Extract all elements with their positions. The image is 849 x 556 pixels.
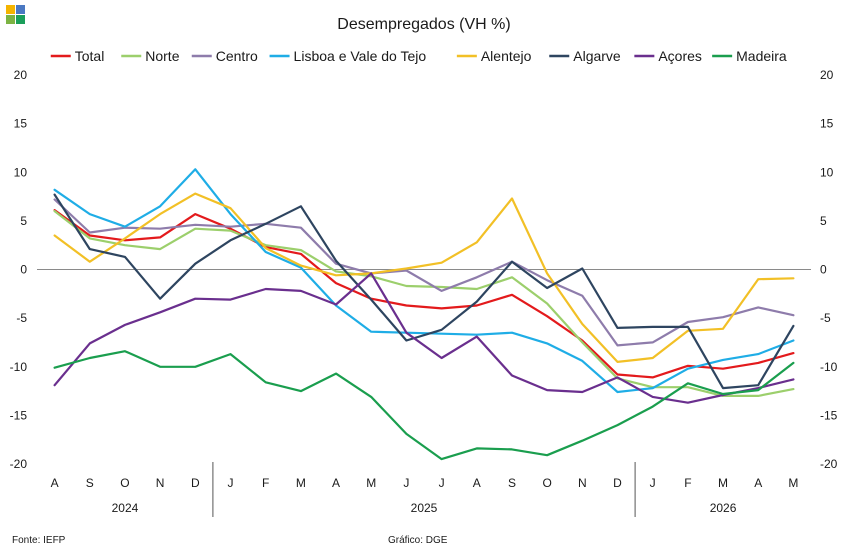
y-tick-label-left: -20 <box>10 457 28 471</box>
legend-label: Algarve <box>573 48 621 64</box>
dge-logo-icon <box>6 5 26 25</box>
y-tick-label-left: -5 <box>16 311 27 325</box>
year-label: 2024 <box>112 501 139 515</box>
x-tick-label: F <box>262 476 269 490</box>
axes: -20 -20 -15 -15 -10 -10 -5 -5 0 0 5 5 10 10 15 15 20 20 <box>10 68 838 471</box>
series-layer <box>53 168 795 461</box>
legend-label: Norte <box>145 48 179 64</box>
x-tick-label: M <box>296 476 306 490</box>
logo-square-4 <box>16 15 25 24</box>
y-tick-label-right: -20 <box>820 457 838 471</box>
y-tick-label-left: 20 <box>14 68 28 82</box>
legend-label: Lisboa e Vale do Tejo <box>294 48 427 64</box>
y-tick-label-left: -15 <box>10 408 28 422</box>
year-label: 2025 <box>411 501 438 515</box>
legend-label: Centro <box>216 48 258 64</box>
y-tick-label-right: 5 <box>820 214 827 228</box>
y-tick-label-left: -10 <box>10 360 28 374</box>
x-tick-label: D <box>613 476 622 490</box>
year-label: 2026 <box>710 501 737 515</box>
y-tick-label-right: -10 <box>820 360 838 374</box>
x-tick-label: M <box>788 476 798 490</box>
x-tick-label: S <box>86 476 94 490</box>
x-axis: A S O N D J F M A M J J A S O N D J F M A M 2024 2025 2026 <box>51 462 798 517</box>
y-tick-label-right: 15 <box>820 117 834 131</box>
y-tick-label-right: 0 <box>820 263 827 277</box>
logo-square-3 <box>6 15 15 24</box>
credit-label: Gráfico: DGE <box>388 535 448 546</box>
y-tick-label-left: 5 <box>20 214 27 228</box>
x-tick-label: A <box>51 476 59 490</box>
logo-square-1 <box>6 5 15 14</box>
x-tick-label: J <box>439 476 445 490</box>
series-line-norte <box>53 210 795 397</box>
legend: Total Norte Centro Lisboa e Vale do Tejo Ale… <box>50 48 787 64</box>
legend-label: Alentejo <box>481 48 532 64</box>
legend-label: Total <box>75 48 105 64</box>
x-tick-label: O <box>120 476 129 490</box>
logo-square-2 <box>16 5 25 14</box>
y-tick-label-left: 15 <box>14 117 28 131</box>
series-line-algarve <box>53 193 795 390</box>
x-tick-label: D <box>191 476 200 490</box>
y-tick-label-right: -5 <box>820 311 831 325</box>
x-tick-label: J <box>650 476 656 490</box>
x-tick-label: O <box>542 476 551 490</box>
x-tick-label: F <box>684 476 691 490</box>
series-line-madeira <box>53 350 795 461</box>
series-line-alentejo <box>53 192 795 363</box>
y-tick-label-right: 20 <box>820 68 834 82</box>
x-tick-label: A <box>754 476 762 490</box>
series-line-a-ores <box>53 272 795 404</box>
x-tick-label: J <box>228 476 234 490</box>
x-tick-label: A <box>332 476 340 490</box>
y-tick-label-left: 10 <box>14 165 28 179</box>
series-line-lisboa-e-vale-do-tejo <box>53 168 795 394</box>
chart-title: Desempregados (VH %) <box>337 16 510 33</box>
y-tick-label-left: 0 <box>20 263 27 277</box>
series-line-centro <box>53 198 795 347</box>
y-tick-label-right: -15 <box>820 408 838 422</box>
x-tick-label: J <box>403 476 409 490</box>
x-tick-label: M <box>718 476 728 490</box>
source-label: Fonte: IEFP <box>12 535 66 546</box>
x-tick-label: N <box>156 476 165 490</box>
x-tick-label: S <box>508 476 516 490</box>
legend-label: Madeira <box>736 48 787 64</box>
legend-label: Açores <box>658 48 702 64</box>
x-tick-label: A <box>473 476 481 490</box>
x-tick-label: M <box>366 476 376 490</box>
x-tick-label: N <box>578 476 587 490</box>
y-tick-label-right: 10 <box>820 165 834 179</box>
